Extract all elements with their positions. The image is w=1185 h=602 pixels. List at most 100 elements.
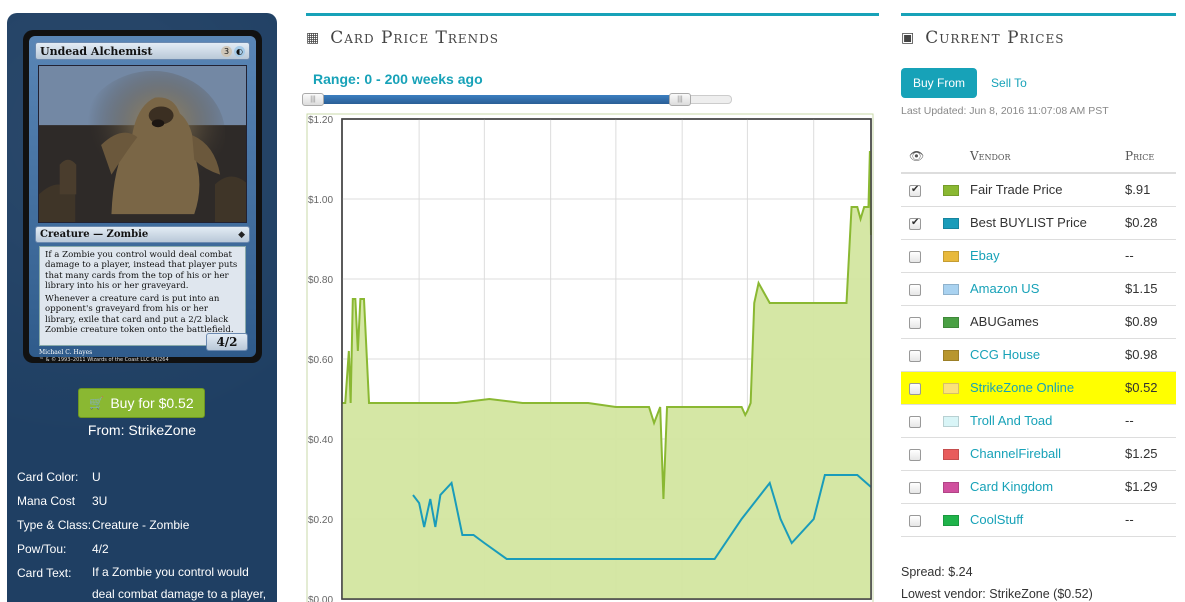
table-row: CCG House $0.98 bbox=[901, 338, 1176, 372]
attr-key: Pow/Tou: bbox=[17, 542, 67, 556]
card-attributes: Card Color: U Mana Cost 3U Type & Class:… bbox=[17, 465, 272, 602]
vendor-price: -- bbox=[1121, 404, 1176, 438]
vendor-color-cell bbox=[943, 173, 970, 207]
vendor-name-cell: CCG House bbox=[970, 338, 1121, 372]
vendor-color-swatch bbox=[943, 515, 959, 527]
vendor-color-cell bbox=[943, 305, 970, 339]
table-row: Best BUYLIST Price $0.28 bbox=[901, 206, 1176, 240]
card-type-line: Creature — Zombie bbox=[40, 229, 149, 240]
color-column-header bbox=[943, 140, 970, 174]
vendor-price: $.91 bbox=[1121, 173, 1176, 207]
calendar-icon: ▦ bbox=[306, 30, 321, 46]
tab-buy-from[interactable]: Buy From bbox=[901, 68, 978, 98]
vendor-name-cell: Card Kingdom bbox=[970, 470, 1121, 504]
mana-cost-icons: 3 ◐ bbox=[221, 45, 245, 57]
y-tick-label: $1.00 bbox=[308, 195, 333, 206]
vendor-price: -- bbox=[1121, 503, 1176, 537]
vendor-color-cell bbox=[943, 272, 970, 306]
vendor-name: Fair Trade Price bbox=[970, 182, 1063, 198]
vendor-name[interactable]: Troll And Toad bbox=[970, 413, 1053, 428]
card-power-toughness: 4/2 bbox=[206, 333, 248, 351]
price-tabs: Buy From Sell To bbox=[901, 68, 1041, 98]
vendor-toggle-checkbox[interactable] bbox=[909, 382, 921, 395]
y-tick-label: $0.40 bbox=[308, 435, 333, 446]
slider-range-fill bbox=[311, 95, 681, 104]
vendor-name[interactable]: CCG House bbox=[970, 347, 1041, 362]
card-copyright: ™ & © 1993–2011 Wizards of the Coast LLC… bbox=[39, 357, 169, 363]
card-artist: Michael C. Hayes bbox=[39, 349, 93, 356]
buylist-line bbox=[412, 474, 872, 560]
vendor-checkbox-cell bbox=[901, 206, 943, 240]
current-prices-title: Current Prices bbox=[925, 28, 1065, 48]
vendor-color-swatch bbox=[943, 317, 959, 329]
vendor-toggle-checkbox[interactable] bbox=[909, 514, 921, 527]
vendor-name[interactable]: CoolStuff bbox=[970, 512, 1024, 527]
vendor-name[interactable]: Card Kingdom bbox=[970, 479, 1054, 494]
attr-value: Creature - Zombie bbox=[92, 518, 190, 532]
card-image: Undead Alchemist 3 ◐ bbox=[23, 30, 262, 363]
price-summary: Spread: $.24 Lowest vendor: StrikeZone (… bbox=[901, 561, 1093, 602]
zombie-art-image bbox=[39, 66, 246, 222]
vendor-name-cell: CoolStuff bbox=[970, 503, 1121, 537]
table-row: Ebay -- bbox=[901, 239, 1176, 273]
vendor-name[interactable]: Ebay bbox=[970, 248, 1000, 263]
vendor-color-swatch bbox=[943, 383, 959, 395]
attr-value: U bbox=[92, 470, 101, 484]
vendor-checkbox-cell bbox=[901, 239, 943, 273]
card-rules-text-2: Whenever a creature card is put into an … bbox=[45, 294, 234, 336]
vendor-name[interactable]: Amazon US bbox=[970, 281, 1040, 296]
vendor-toggle-checkbox[interactable] bbox=[909, 283, 921, 296]
vendor-name-cell: Fair Trade Price bbox=[970, 173, 1121, 207]
fair-trade-line bbox=[342, 150, 872, 500]
vendor-color-swatch bbox=[943, 251, 959, 263]
vendor-toggle-checkbox[interactable] bbox=[909, 184, 921, 197]
vendor-toggle-checkbox[interactable] bbox=[909, 481, 921, 494]
y-tick-label: $1.20 bbox=[308, 115, 333, 126]
vendor-checkbox-cell bbox=[901, 305, 943, 339]
slider-handle-max[interactable]: ||| bbox=[669, 93, 691, 106]
range-label: Range: 0 - 200 weeks ago bbox=[313, 71, 483, 87]
last-updated: Last Updated: Jun 8, 2016 11:07:08 AM PS… bbox=[901, 105, 1109, 117]
vendor-toggle-checkbox[interactable] bbox=[909, 448, 921, 461]
vendor-name[interactable]: StrikeZone Online bbox=[970, 380, 1075, 395]
card-sidebar: Undead Alchemist 3 ◐ bbox=[7, 13, 277, 602]
buy-from-vendor: From: StrikeZone bbox=[87, 422, 197, 438]
tab-sell-to[interactable]: Sell To bbox=[991, 76, 1027, 90]
cart-icon: 🛒 bbox=[89, 396, 105, 410]
current-prices-heading: ▣ Current Prices bbox=[901, 28, 1176, 48]
vendor-toggle-checkbox[interactable] bbox=[909, 316, 921, 329]
vendor-checkbox-cell bbox=[901, 371, 943, 405]
plot-border bbox=[341, 118, 872, 600]
vendor-price: -- bbox=[1121, 239, 1176, 273]
table-row: CoolStuff -- bbox=[901, 503, 1176, 537]
visibility-column-header: 👁 bbox=[901, 140, 943, 174]
vendor-checkbox-cell bbox=[901, 470, 943, 504]
vendor-color-swatch bbox=[943, 449, 959, 461]
range-slider[interactable]: ||| ||| bbox=[302, 93, 732, 106]
vendor-name-cell: ChannelFireball bbox=[970, 437, 1121, 471]
attr-key: Card Color: bbox=[17, 470, 79, 484]
price-trends-panel: ▦ Card Price Trends Range: 0 - 200 weeks… bbox=[302, 13, 879, 602]
table-header-row: 👁 Vendor Price bbox=[901, 140, 1176, 174]
vendor-toggle-checkbox[interactable] bbox=[909, 217, 921, 230]
vendor-toggle-checkbox[interactable] bbox=[909, 349, 921, 362]
vendor-toggle-checkbox[interactable] bbox=[909, 415, 921, 428]
slider-handle-min[interactable]: ||| bbox=[302, 93, 324, 106]
card-type-bar: Creature — Zombie ◆ bbox=[35, 226, 250, 243]
vendor-checkbox-cell bbox=[901, 503, 943, 537]
vendor-checkbox-cell bbox=[901, 404, 943, 438]
vendor-name: ABUGames bbox=[970, 314, 1039, 329]
vendor-toggle-checkbox[interactable] bbox=[909, 250, 921, 263]
y-tick-label: $0.60 bbox=[308, 355, 333, 366]
vendor-checkbox-cell bbox=[901, 437, 943, 471]
card-name: Undead Alchemist bbox=[40, 44, 153, 58]
vendor-price: $1.29 bbox=[1121, 470, 1176, 504]
attr-value: 3U bbox=[92, 494, 108, 508]
vendor-color-swatch bbox=[943, 284, 959, 296]
buy-button[interactable]: 🛒 Buy for $0.52 bbox=[78, 388, 205, 418]
vendor-name[interactable]: ChannelFireball bbox=[970, 446, 1062, 461]
vendor-name-cell: ABUGames bbox=[970, 305, 1121, 339]
vendor-color-cell bbox=[943, 371, 970, 405]
vendor-price-table: 👁 Vendor Price Fair Trade Price $.91Best … bbox=[901, 140, 1176, 537]
